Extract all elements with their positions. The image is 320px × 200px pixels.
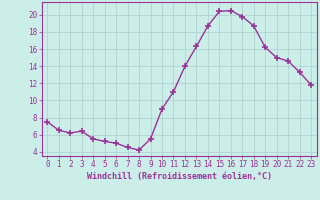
X-axis label: Windchill (Refroidissement éolien,°C): Windchill (Refroidissement éolien,°C): [87, 172, 272, 181]
